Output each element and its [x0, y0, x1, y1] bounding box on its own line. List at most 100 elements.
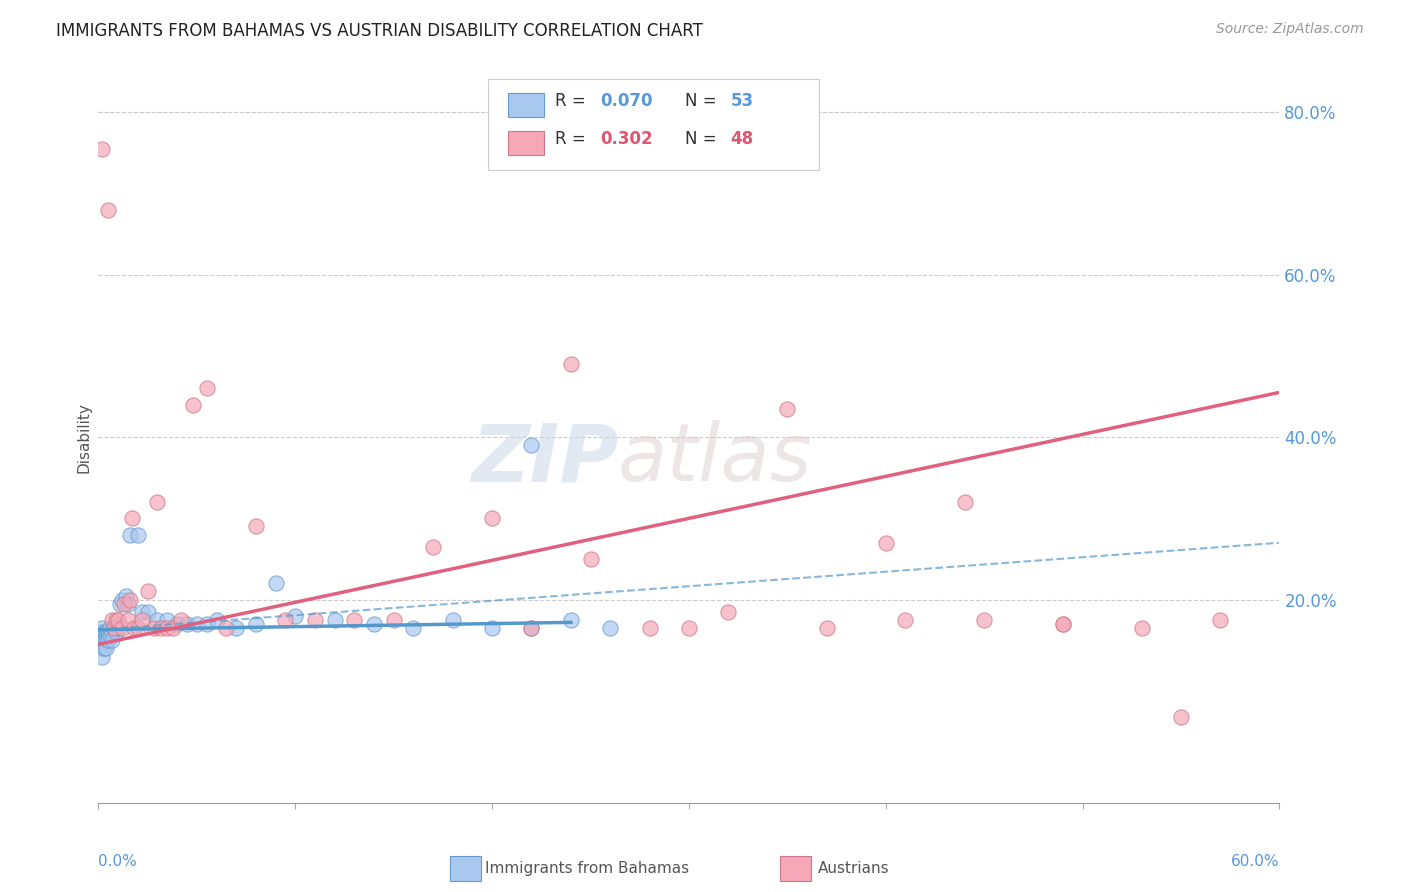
Point [96, 633, 118, 648]
Point [245, 519, 267, 533]
Point [127, 621, 149, 635]
Bar [508, 94, 544, 118]
Point [1170, 710, 1192, 724]
Point [156, 613, 179, 627]
Point [186, 617, 208, 632]
Point [205, 613, 228, 627]
Point [1130, 621, 1153, 635]
Text: IMMIGRANTS FROM BAHAMAS VS AUSTRIAN DISABILITY CORRELATION CHART: IMMIGRANTS FROM BAHAMAS VS AUSTRIAN DISA… [56, 22, 703, 40]
Point [146, 495, 169, 509]
Point [91, 142, 114, 156]
Text: R =: R = [555, 129, 592, 148]
Point [343, 613, 366, 627]
Point [678, 621, 700, 635]
Point [323, 613, 346, 627]
Point [162, 621, 184, 635]
Text: 53: 53 [730, 92, 754, 110]
Point [245, 617, 267, 632]
Point [91, 633, 114, 648]
Point [156, 621, 179, 635]
Point [520, 438, 543, 452]
Point [89, 629, 111, 643]
Y-axis label: Disability: Disability [76, 401, 91, 473]
Point [181, 398, 204, 412]
Point [97, 202, 120, 217]
Point [96, 641, 118, 656]
Point [97, 625, 120, 640]
Point [973, 613, 995, 627]
Bar [508, 131, 544, 155]
Point [136, 605, 159, 619]
Point [107, 621, 129, 635]
Point [122, 621, 145, 635]
Point [103, 621, 125, 635]
Point [96, 625, 118, 640]
Point [97, 629, 120, 643]
Point [520, 621, 543, 635]
Point [560, 613, 582, 627]
Point [195, 617, 218, 632]
Text: N =: N = [685, 129, 723, 148]
Point [98, 621, 121, 635]
Point [274, 613, 297, 627]
Point [481, 621, 503, 635]
Point [1209, 613, 1232, 627]
Point [131, 605, 153, 619]
Point [118, 592, 141, 607]
Point [105, 625, 128, 640]
Point [117, 613, 139, 627]
Point [142, 621, 165, 635]
Point [93, 641, 115, 656]
Point [402, 621, 425, 635]
Point [1052, 617, 1074, 632]
Point [91, 621, 114, 635]
Point [170, 613, 193, 627]
Point [441, 613, 464, 627]
Point [127, 527, 149, 541]
Text: Immigrants from Bahamas: Immigrants from Bahamas [485, 862, 689, 876]
Point [131, 613, 153, 627]
Point [599, 621, 621, 635]
Point [225, 621, 247, 635]
Point [776, 401, 799, 416]
Point [115, 589, 138, 603]
Point [97, 633, 120, 648]
Point [638, 621, 661, 635]
Point [815, 621, 838, 635]
Point [89, 625, 111, 640]
Point [176, 617, 198, 632]
Text: atlas: atlas [619, 420, 813, 498]
Point [215, 621, 238, 635]
Point [121, 511, 143, 525]
Point [481, 511, 503, 525]
Point [284, 608, 307, 623]
Point [112, 597, 135, 611]
Point [101, 633, 124, 648]
Text: Austrians: Austrians [818, 862, 890, 876]
Point [117, 597, 139, 611]
Point [146, 613, 169, 627]
Point [105, 613, 128, 627]
Point [195, 381, 218, 395]
Point [304, 613, 326, 627]
Point [108, 597, 131, 611]
Point [91, 641, 114, 656]
Point [101, 613, 124, 627]
Point [111, 621, 134, 635]
Point [89, 637, 111, 651]
Point [579, 552, 602, 566]
Point [96, 629, 118, 643]
Point [717, 605, 740, 619]
Point [166, 617, 188, 632]
Point [107, 613, 129, 627]
Text: N =: N = [685, 92, 723, 110]
Text: R =: R = [555, 92, 592, 110]
Point [1052, 617, 1074, 632]
FancyBboxPatch shape [488, 78, 818, 170]
Point [101, 625, 124, 640]
Point [103, 621, 125, 635]
Point [363, 617, 385, 632]
Text: 0.070: 0.070 [600, 92, 652, 110]
Text: Source: ZipAtlas.com: Source: ZipAtlas.com [1216, 22, 1364, 37]
Text: 60.0%: 60.0% [1232, 854, 1279, 869]
